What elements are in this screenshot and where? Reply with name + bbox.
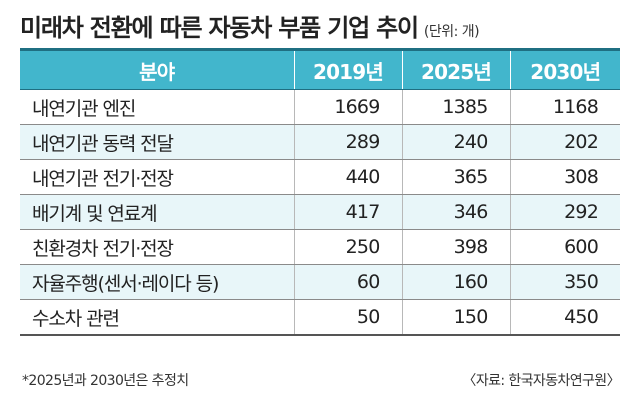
title-row: 미래차 전환에 따른 자동차 부품 기업 추이 (단위: 개) bbox=[20, 8, 480, 48]
value-2030: 308 bbox=[509, 159, 620, 195]
value-2019: 1669 bbox=[293, 89, 402, 125]
value-2025: 365 bbox=[401, 159, 510, 195]
value-2030: 350 bbox=[509, 264, 620, 300]
source-credit: 〈자료: 한국자동차연구원〉 bbox=[462, 373, 620, 389]
value-2019: 60 bbox=[293, 264, 402, 300]
row-category: 배기계 및 연료계 bbox=[20, 194, 294, 230]
value-2030: 600 bbox=[509, 229, 620, 265]
value-2025: 346 bbox=[401, 194, 510, 230]
value-2019: 250 bbox=[293, 229, 402, 265]
page-title: 미래차 전환에 따른 자동차 부품 기업 추이 bbox=[20, 14, 419, 42]
value-2019: 50 bbox=[293, 299, 402, 336]
table-row: 수소차 관련 50 150 450 bbox=[20, 299, 620, 336]
row-category: 내연기관 동력 전달 bbox=[20, 124, 294, 160]
value-2019: 417 bbox=[293, 194, 402, 230]
value-2025: 1385 bbox=[401, 89, 510, 125]
table-row: 친환경차 전기·전장 250 398 600 bbox=[20, 229, 620, 265]
row-category: 수소차 관련 bbox=[20, 299, 294, 336]
footnote: *2025년과 2030년은 추정치 bbox=[22, 373, 189, 389]
value-2025: 150 bbox=[401, 299, 510, 336]
table-row: 배기계 및 연료계 417 346 292 bbox=[20, 194, 620, 230]
value-2030: 202 bbox=[509, 124, 620, 160]
column-header-2030: 2030년 bbox=[509, 48, 620, 90]
column-header-category: 분야 bbox=[20, 48, 294, 90]
value-2025: 398 bbox=[401, 229, 510, 265]
table-row: 내연기관 엔진 1669 1385 1168 bbox=[20, 89, 620, 125]
value-2019: 440 bbox=[293, 159, 402, 195]
value-2025: 160 bbox=[401, 264, 510, 300]
row-category: 내연기관 엔진 bbox=[20, 89, 294, 125]
value-2030: 1168 bbox=[509, 89, 620, 125]
row-category: 내연기관 전기·전장 bbox=[20, 159, 294, 195]
row-category: 친환경차 전기·전장 bbox=[20, 229, 294, 265]
row-category: 자율주행(센서·레이다 등) bbox=[20, 264, 294, 300]
table-row: 내연기관 동력 전달 289 240 202 bbox=[20, 124, 620, 160]
table-row: 내연기관 전기·전장 440 365 308 bbox=[20, 159, 620, 195]
unit-label: (단위: 개) bbox=[423, 24, 480, 40]
table-header-row: 분야 2019년 2025년 2030년 bbox=[20, 48, 620, 90]
value-2025: 240 bbox=[401, 124, 510, 160]
column-header-2019: 2019년 bbox=[293, 48, 402, 90]
column-header-2025: 2025년 bbox=[401, 48, 510, 90]
table-row: 자율주행(센서·레이다 등) 60 160 350 bbox=[20, 264, 620, 300]
data-table: 분야 2019년 2025년 2030년 내연기관 엔진 1669 1385 1… bbox=[20, 48, 620, 336]
value-2030: 450 bbox=[509, 299, 620, 336]
value-2030: 292 bbox=[509, 194, 620, 230]
value-2019: 289 bbox=[293, 124, 402, 160]
